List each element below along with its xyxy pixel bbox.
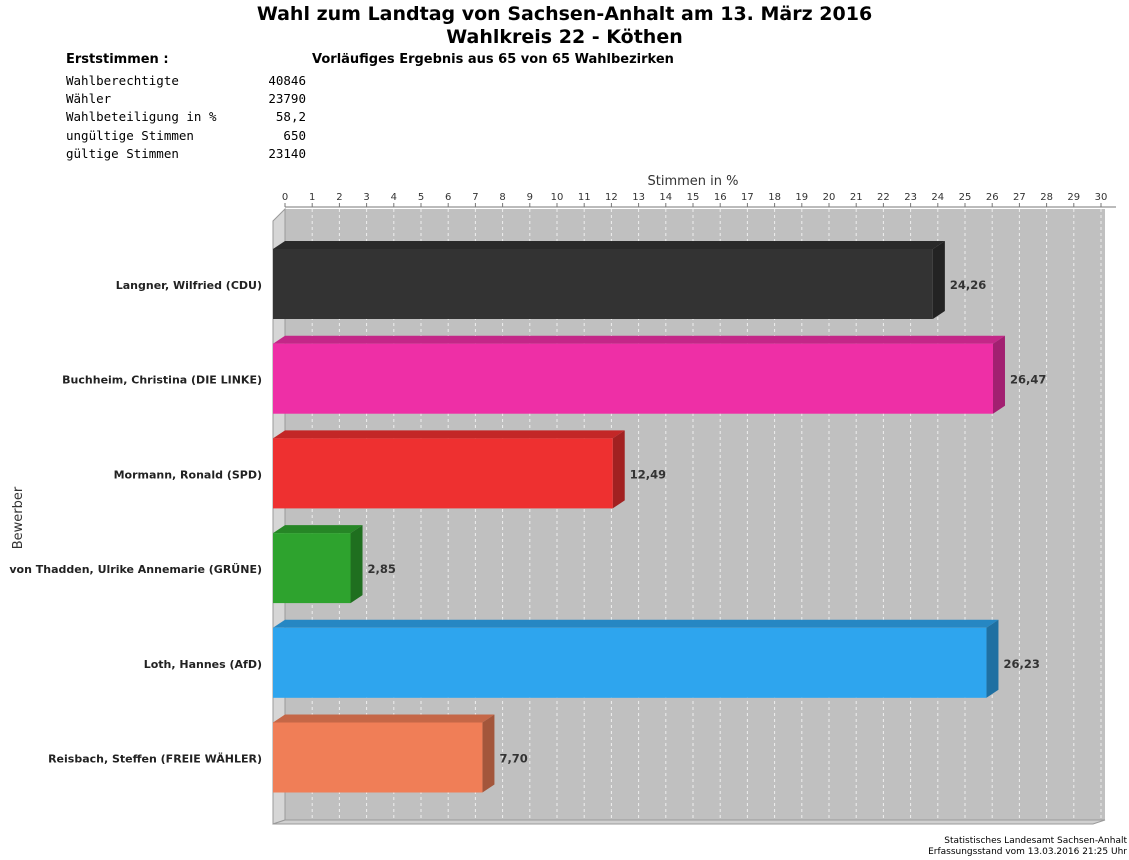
x-tick-label: 30 [1095, 192, 1108, 203]
preliminary-note: Vorläufiges Ergebnis aus 65 von 65 Wahlb… [312, 52, 674, 67]
bar-side-face [612, 430, 625, 509]
bar-value-label: 7,70 [499, 752, 527, 766]
stat-value: 650 [283, 127, 306, 143]
stats-table: Wahlberechtigte 40846 Wähler 23790 Wahlb… [66, 72, 306, 163]
x-tick-label: 21 [850, 192, 863, 203]
bar-side-face [482, 714, 495, 793]
plot-floor [272, 819, 1106, 825]
x-tick-label: 27 [1013, 192, 1026, 203]
x-tick-label: 5 [418, 192, 424, 203]
x-tick-label: 7 [472, 192, 478, 203]
footer-timestamp: Erfassungsstand vom 13.03.2016 21:25 Uhr [928, 847, 1127, 857]
bar-top-face [273, 525, 363, 534]
x-tick-label: 22 [877, 192, 890, 203]
bar [273, 533, 351, 604]
category-label: Langner, Wilfried (CDU) [116, 279, 262, 292]
x-tick-label: 11 [578, 192, 591, 203]
category-label: Mormann, Ronald (SPD) [114, 468, 262, 481]
x-tick-label: 4 [391, 192, 397, 203]
bar [273, 343, 993, 414]
category-label: Buchheim, Christina (DIE LINKE) [62, 374, 262, 387]
stat-label: gültige Stimmen [66, 145, 179, 161]
x-tick-label: 19 [795, 192, 808, 203]
bar-top-face [273, 714, 495, 723]
bar-top-face [273, 430, 625, 439]
chart-title: Wahl zum Landtag von Sachsen-Anhalt am 1… [256, 3, 873, 25]
bar-value-label: 12,49 [630, 467, 666, 481]
stat-label: Wahlberechtigte [66, 73, 179, 88]
x-axis-label: Stimmen in % [648, 174, 739, 189]
x-tick-label: 12 [605, 192, 618, 203]
bar [273, 249, 933, 319]
stat-row: Wahlberechtigte 40846 [66, 72, 306, 90]
x-tick-label: 1 [309, 192, 315, 203]
x-tick-label: 13 [632, 192, 645, 203]
bar-value-label: 2,85 [368, 562, 396, 576]
bar-side-face [992, 335, 1005, 414]
category-label: Loth, Hannes (AfD) [144, 658, 262, 671]
stats-heading: Erststimmen : [66, 52, 169, 67]
stat-label: Wahlbeteiligung in % [66, 109, 217, 125]
x-tick-label: 24 [931, 192, 944, 203]
stat-row: gültige Stimmen 23140 [66, 145, 306, 163]
category-label: Reisbach, Steffen (FREIE WÄHLER) [48, 752, 262, 766]
x-tick-label: 18 [768, 192, 781, 203]
stat-row: ungültige Stimmen 650 [66, 127, 306, 145]
x-tick-label: 28 [1040, 192, 1053, 203]
bar-top-face [273, 619, 999, 628]
x-tick-label: 0 [282, 192, 288, 203]
x-tick-label: 26 [986, 192, 999, 203]
y-axis-label: Bewerber [11, 486, 26, 549]
bar-value-label: 26,23 [1003, 657, 1039, 671]
x-tick-label: 29 [1067, 192, 1080, 203]
x-tick-label: 6 [445, 192, 451, 203]
bar-value-label: 24,26 [950, 278, 986, 292]
x-tick-label: 14 [659, 192, 672, 203]
stat-row: Wahlbeteiligung in % 58,2 [66, 108, 306, 126]
bar [273, 438, 613, 509]
stat-value: 40846 [268, 73, 306, 88]
stat-row: Wähler 23790 [66, 90, 306, 108]
x-tick-label: 25 [959, 192, 972, 203]
stat-label: ungültige Stimmen [66, 127, 194, 143]
x-tick-label: 3 [363, 192, 369, 203]
x-tick-label: 10 [551, 192, 564, 203]
stat-value: 23790 [268, 91, 306, 107]
category-label: von Thadden, Ulrike Annemarie (GRÜNE) [9, 562, 262, 576]
x-tick-label: 8 [499, 192, 505, 203]
x-tick-label: 9 [527, 192, 533, 203]
bar-value-label: 26,47 [1010, 373, 1046, 387]
bar-side-face [350, 525, 363, 604]
stat-value: 58,2 [275, 109, 306, 125]
stat-value: 23140 [268, 145, 306, 161]
bar-top-face [273, 241, 945, 249]
footer-source: Statistisches Landesamt Sachsen-Anhalt [944, 836, 1127, 846]
x-tick-label: 20 [823, 192, 836, 203]
bar-side-face [932, 241, 945, 319]
chart-subtitle: Wahlkreis 22 - Köthen [446, 26, 683, 48]
stat-label: Wähler [66, 91, 112, 107]
x-tick-label: 17 [741, 192, 754, 203]
x-tick-label: 2 [336, 192, 342, 203]
x-tick-label: 16 [714, 192, 727, 203]
x-tick-label: 23 [904, 192, 917, 203]
bar [273, 722, 483, 793]
bar-top-face [273, 335, 1005, 344]
bar-side-face [986, 619, 999, 698]
bar [273, 627, 987, 698]
x-tick-label: 15 [687, 192, 700, 203]
